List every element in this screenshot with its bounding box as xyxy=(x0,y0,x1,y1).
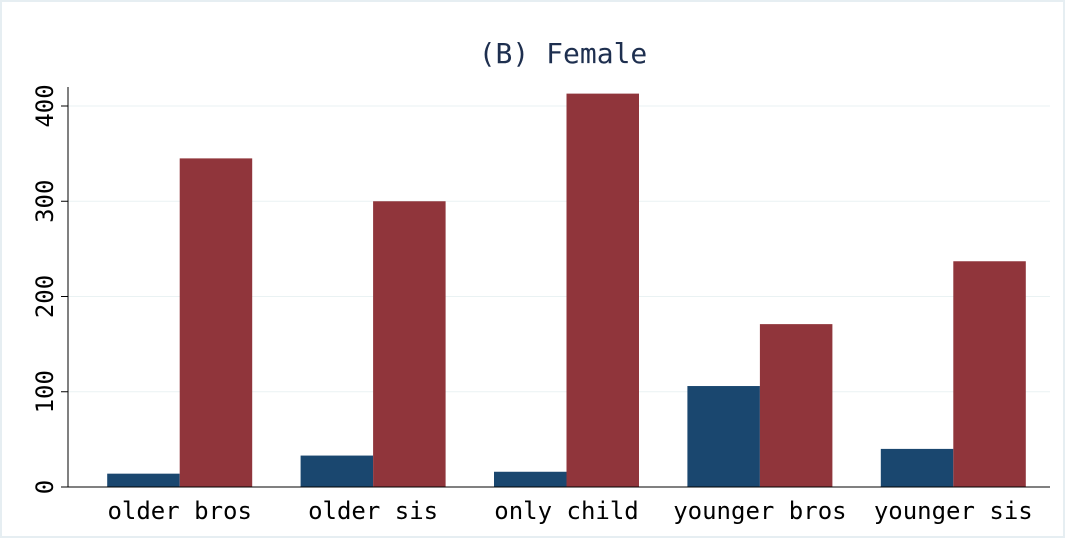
bar xyxy=(179,158,253,487)
y-tick-label: 400 xyxy=(31,84,59,127)
x-tick-label: older bros xyxy=(107,497,252,525)
bar xyxy=(373,201,446,487)
bar xyxy=(107,473,180,487)
y-tick-label: 200 xyxy=(31,275,59,318)
y-tick-label: 100 xyxy=(31,370,59,413)
bar xyxy=(687,386,760,487)
y-tick-label: 0 xyxy=(31,480,59,494)
x-tick-label: older sis xyxy=(308,497,438,525)
bar xyxy=(953,261,1026,487)
x-tick-label: only child xyxy=(494,497,639,525)
bar xyxy=(880,448,954,487)
bar xyxy=(566,93,639,488)
y-tick-label: 300 xyxy=(31,180,59,223)
bar xyxy=(759,324,833,487)
x-tick-label: younger bros xyxy=(673,497,846,525)
bar xyxy=(494,471,567,487)
chart-title: (B) Female xyxy=(479,37,648,70)
bar xyxy=(300,455,374,487)
x-tick-label: younger sis xyxy=(874,497,1033,525)
